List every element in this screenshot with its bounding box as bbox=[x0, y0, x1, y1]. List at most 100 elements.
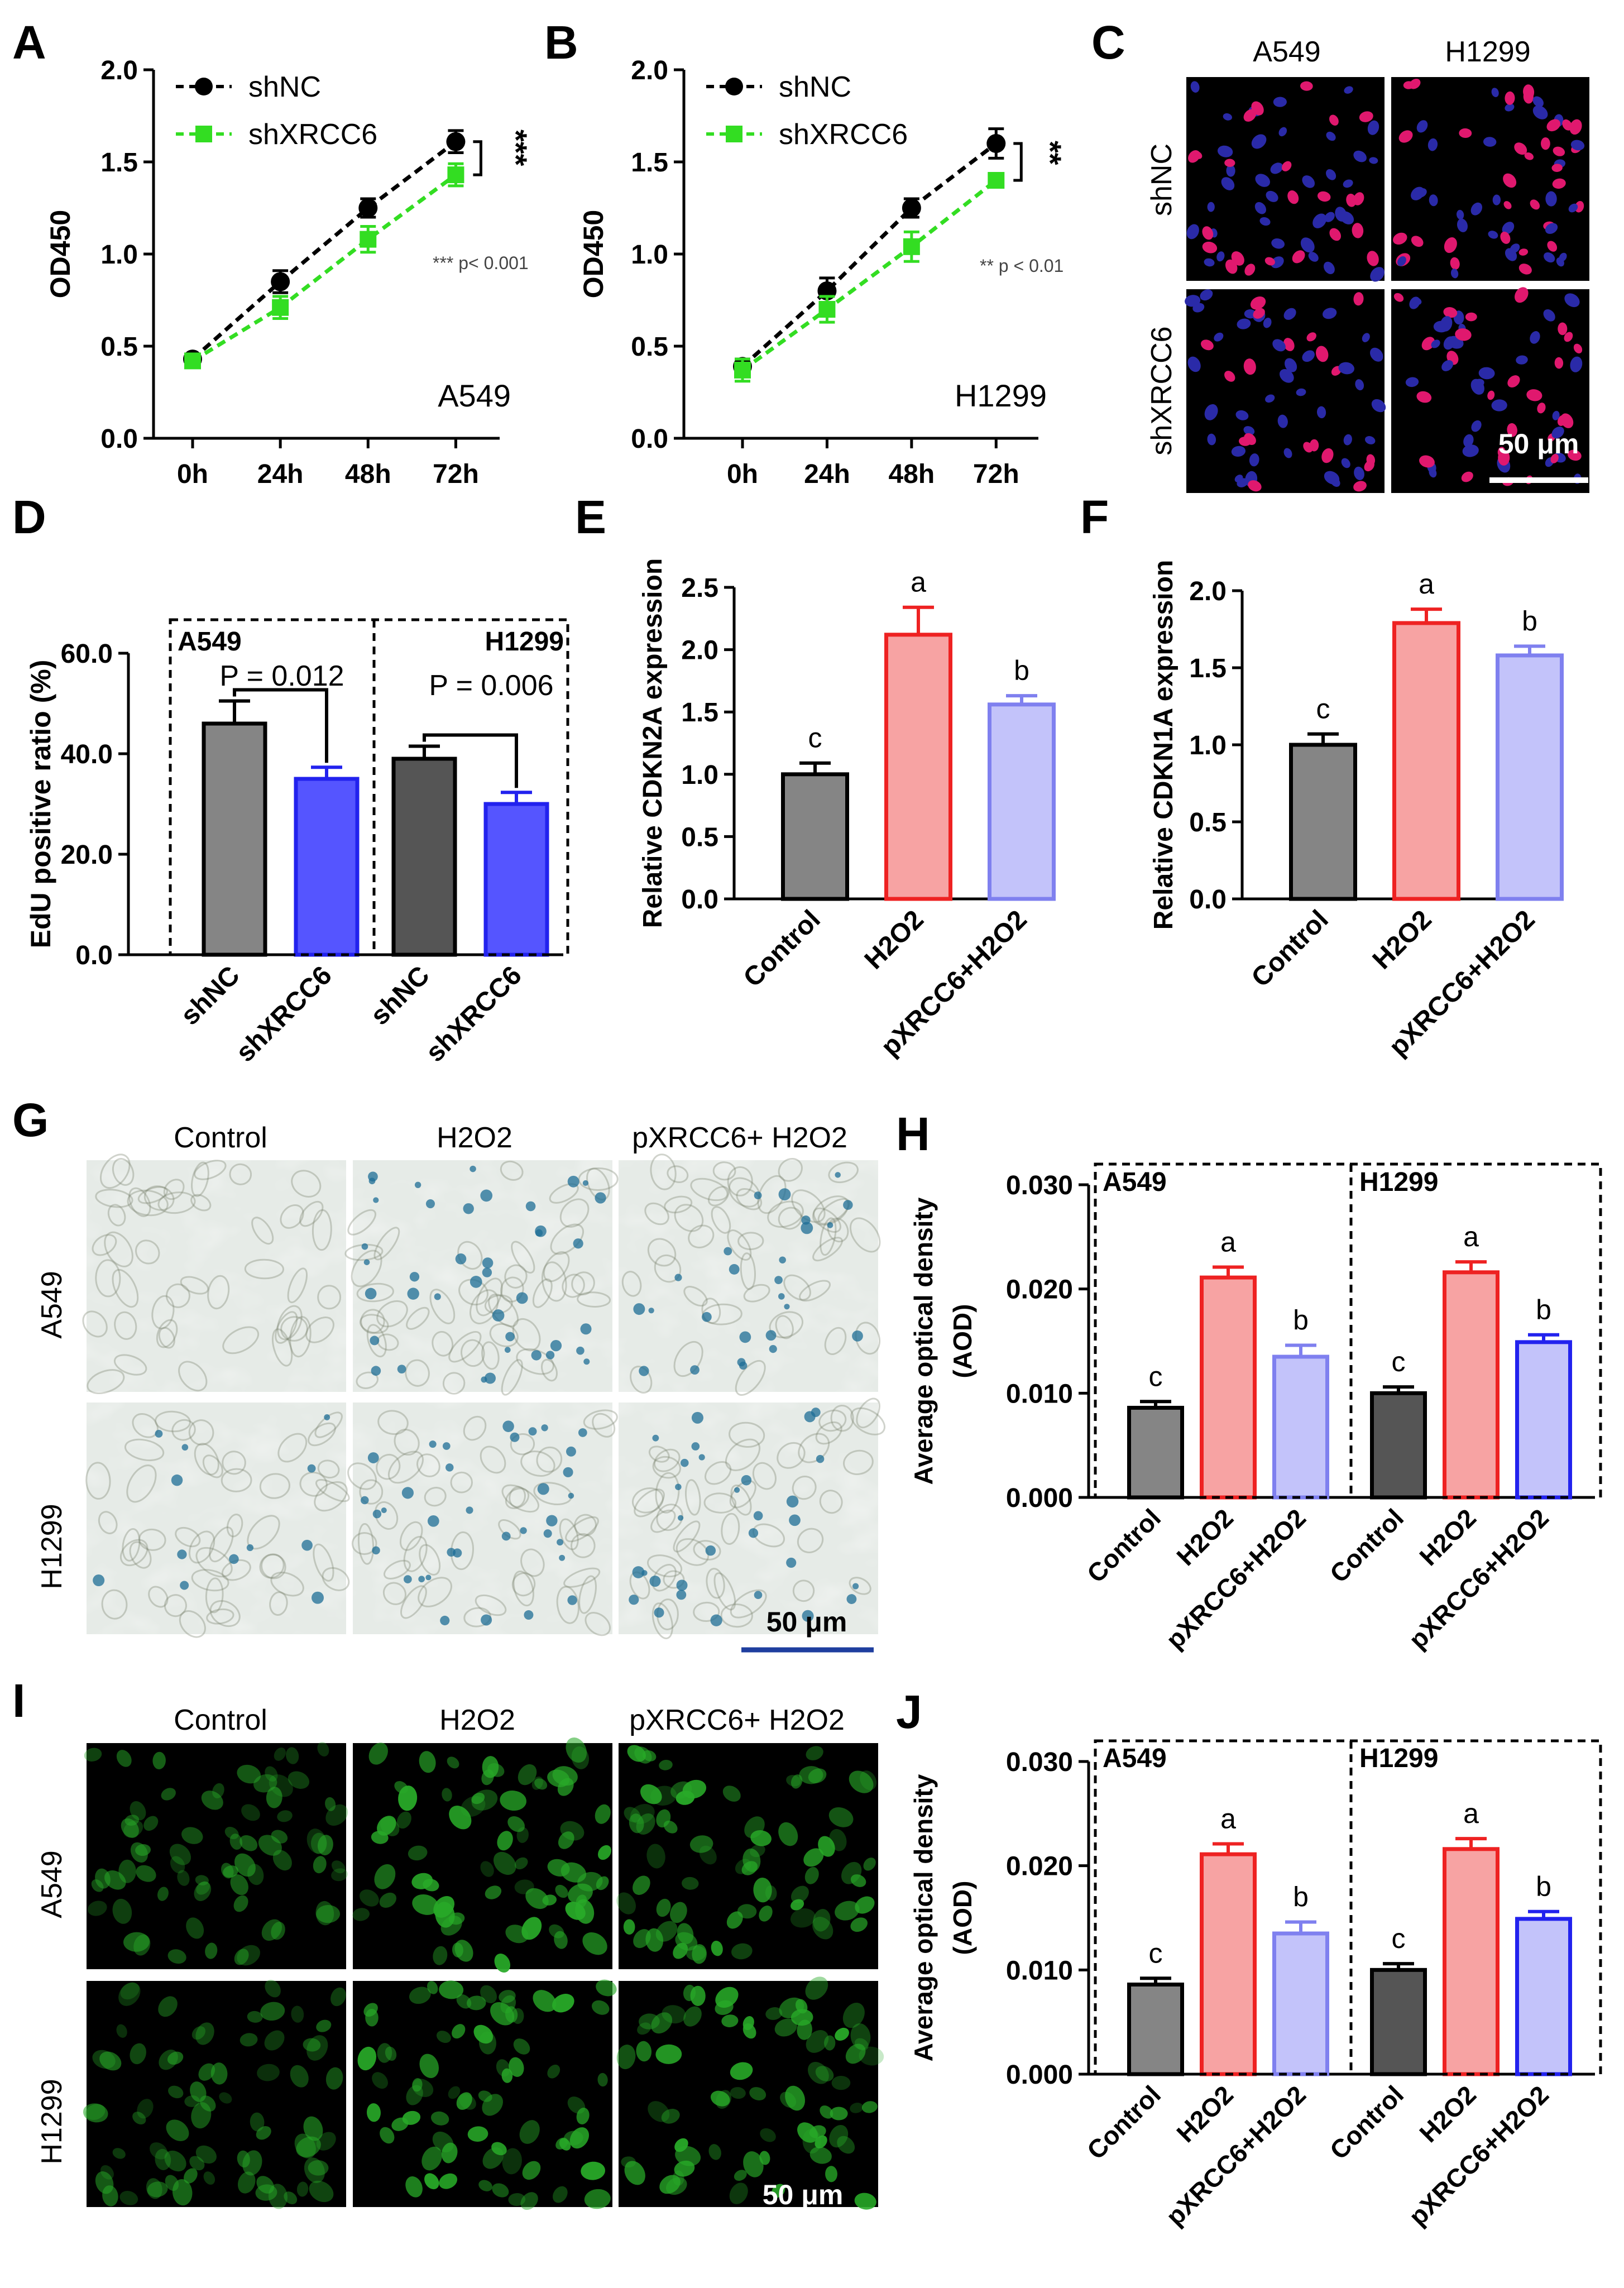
panel-i-image-a549-h2o2-cell bbox=[525, 1888, 549, 1909]
panel-g-image-h1299-h2o2-stain bbox=[372, 1546, 380, 1555]
panel-g-image-h1299-pxrcc6-h2o2-stain bbox=[804, 1411, 816, 1423]
panel-c-image-shxrcc6-h1299-cell bbox=[1421, 337, 1435, 351]
panel-i-image-a549-pxrcc6-h2o2-cell bbox=[624, 1807, 641, 1823]
panel-c-image-shxrcc6-h1299-cell bbox=[1560, 413, 1574, 428]
panel-g-image-h1299-pxrcc6-h2o2-stain bbox=[802, 1610, 814, 1622]
panel-g-image-a549-control-cell-outline bbox=[92, 1234, 117, 1256]
panel-i-image-h1299-pxrcc6-h2o2-cell bbox=[759, 2151, 770, 2165]
panel-i-image-h1299-pxrcc6-h2o2-cell bbox=[824, 2035, 836, 2051]
panel-g-image-h1299-pxrcc6-h2o2-cell-outline bbox=[650, 1509, 676, 1533]
panel-g-image-h1299-control-cell-outline bbox=[315, 1478, 350, 1502]
panel-g-image-a549-control-cell-outline bbox=[112, 1269, 139, 1308]
panel-i-image-h1299-control-cell bbox=[325, 2067, 343, 2090]
panel-c-image-shxrcc6-a549-cell bbox=[1239, 437, 1252, 446]
panel-i-image-h1299-control-cell bbox=[147, 2181, 168, 2198]
panel-c-image-shnc-h1299-cell bbox=[1574, 200, 1584, 213]
chart-d-y-tick-label: 0.0 bbox=[75, 941, 113, 970]
panel-i-image-h1299-pxrcc6-h2o2-cell bbox=[675, 2146, 701, 2166]
panel-g-image-a549-pxrcc6-h2o2-cell-outline bbox=[727, 1166, 753, 1196]
panel-i-image-a549-control-cell bbox=[121, 1818, 139, 1838]
panel-c-image-shxrcc6-a549-cell bbox=[1303, 442, 1313, 453]
panel-i-image-h1299-control-cell bbox=[167, 2051, 184, 2065]
panel-g-image-h1299-control-cell-outline bbox=[175, 1526, 201, 1548]
panel-g-image-h1299-h2o2-cell-outline bbox=[400, 1585, 427, 1619]
panel-g-image-a549-control-cell-outline bbox=[289, 1316, 312, 1358]
chart-j-significance-letter: a bbox=[1220, 1803, 1236, 1834]
panel-i-image-h1299-pxrcc6-h2o2-cell bbox=[854, 2193, 876, 2210]
panel-g-image-h1299-h2o2-cell-outline bbox=[387, 1451, 424, 1484]
panel-g-image-a549-control-cell-outline bbox=[151, 1295, 175, 1329]
panel-g-image-grid bbox=[82, 1153, 885, 1639]
panel-i-image-a549-pxrcc6-h2o2-cell bbox=[753, 1877, 772, 1903]
panel-i-image-h1299-h2o2-cell bbox=[552, 1994, 574, 2013]
panel-i-image-h1299-h2o2-cell bbox=[520, 2192, 538, 2210]
panel-c-image-shnc-a549-cell bbox=[1300, 81, 1313, 91]
panel-g-image-a549-pxrcc6-h2o2-cell-outline bbox=[735, 1360, 766, 1396]
panel-i-image-h1299-h2o2-cell bbox=[491, 2142, 507, 2156]
panel-g-image-h1299-control-cell-outline bbox=[155, 1410, 191, 1433]
panel-c-image-shnc-a549-cell bbox=[1281, 161, 1292, 171]
panel-g-image-a549-h2o2-cell-outline bbox=[549, 1183, 579, 1204]
panel-g-image-a549-pxrcc6-h2o2-stain bbox=[774, 1276, 783, 1284]
panel-i-image-h1299-control-cell bbox=[268, 2184, 288, 2209]
panel-i-image-a549-control-cell bbox=[196, 1881, 210, 1895]
panel-i-image-a549-control-cell bbox=[177, 1870, 190, 1886]
panel-c-image-shnc-a549-cell bbox=[1202, 226, 1214, 240]
panel-c-image-shnc-h1299-cell bbox=[1457, 218, 1468, 232]
panel-i-image-a549-pxrcc6-h2o2-cell bbox=[812, 1917, 833, 1940]
panel-g-image-a549-h2o2-cell-outline bbox=[429, 1289, 456, 1324]
panel-c-image-shnc-a549-cell bbox=[1251, 134, 1267, 149]
panel-i-image-a549-control bbox=[84, 1741, 348, 1969]
chart-j-y-tick-label: 0.010 bbox=[1006, 1956, 1073, 1985]
panel-g-image-h1299-h2o2-cell-outline bbox=[357, 1523, 375, 1565]
chart-j-bar bbox=[1272, 1931, 1329, 2076]
panel-g-image-a549-pxrcc6-h2o2-cell-outline bbox=[783, 1274, 811, 1301]
panel-c-image-shxrcc6-h1299-cell bbox=[1491, 399, 1507, 411]
panel-g-image-a549-h2o2-cell-outline bbox=[432, 1330, 454, 1357]
panel-i-image-h1299-control-cell bbox=[150, 2142, 168, 2160]
panel-g-image-h1299-control-stain bbox=[301, 1539, 313, 1551]
panel-i-image-h1299-h2o2-cell bbox=[366, 2103, 381, 2122]
panel-c-image-shnc-a549-cell bbox=[1207, 202, 1215, 212]
panel-i-image-a549-pxrcc6-h2o2-cell bbox=[808, 1768, 827, 1783]
panel-g-image-a549-pxrcc6-h2o2-cell-outline bbox=[743, 1284, 770, 1303]
chart-h-significance-letter: c bbox=[1149, 1361, 1163, 1392]
panel-g-image-h1299-pxrcc6-h2o2 bbox=[619, 1397, 885, 1639]
panel-c-image-shxrcc6-h1299-cell bbox=[1507, 375, 1520, 387]
panel-letter-b: B bbox=[544, 16, 578, 69]
panel-i-image-h1299-control-cell bbox=[119, 2191, 138, 2205]
panel-i-image-h1299-control-cell bbox=[290, 2065, 309, 2088]
panel-i-image-h1299-control-cell bbox=[83, 2103, 108, 2123]
panel-i-image-a549-control-cell bbox=[230, 1874, 248, 1896]
panel-g-image-h1299-control-cell-outline bbox=[138, 1528, 166, 1551]
panel-i-image-a549-pxrcc6-h2o2-cell bbox=[806, 1746, 823, 1760]
panel-c-image-shnc-h1299-cell bbox=[1427, 138, 1438, 151]
panel-i-image-a549-control-cell bbox=[221, 1863, 234, 1879]
panel-c-image-shxrcc6-h1299-cell bbox=[1393, 293, 1404, 302]
panel-c-image-shxrcc6-h1299-cell bbox=[1507, 423, 1517, 437]
panel-i-image-h1299-control bbox=[83, 1979, 346, 2209]
panel-i-image-a549-control-cell bbox=[223, 1865, 238, 1878]
chart-h-bar bbox=[1443, 1270, 1500, 1500]
panel-i-image-h1299-pxrcc6-h2o2-cell bbox=[655, 2044, 682, 2064]
panel-i-image-a549-h2o2-cell bbox=[360, 1889, 379, 1907]
panel-g-image-a549-h2o2-stain bbox=[525, 1201, 536, 1212]
chart-f-x-tick-label: Control bbox=[1246, 904, 1334, 993]
panel-g-image-h1299-h2o2-stain bbox=[452, 1548, 462, 1558]
panel-g-image-a549-h2o2-stain bbox=[583, 1358, 590, 1365]
panel-g-image-a549-control-cell-outline bbox=[275, 1311, 298, 1344]
panel-g-image-h1299-h2o2-stain bbox=[381, 1507, 387, 1514]
panel-g-image-a549-pxrcc6-h2o2-cell-outline bbox=[728, 1177, 761, 1208]
panel-i-image-h1299-control-cell bbox=[92, 2050, 116, 2069]
panel-g-image-h1299-h2o2-stain bbox=[502, 1420, 514, 1432]
panel-c-image-shnc-h1299-cell bbox=[1547, 241, 1558, 252]
panel-i-col-pxrcc6: pXRCC6+ H2O2 bbox=[629, 1704, 845, 1736]
panel-c-image-shxrcc6-h1299-cell bbox=[1463, 434, 1474, 447]
chart-h-y-tick-label: 0.000 bbox=[1006, 1483, 1073, 1513]
panel-c-col-h1299: H1299 bbox=[1445, 36, 1530, 68]
panel-i-image-h1299-control-cell bbox=[296, 2181, 309, 2197]
panel-c-image-shnc-h1299-cell bbox=[1411, 236, 1424, 247]
chart-h-bar bbox=[1200, 1275, 1257, 1500]
panel-i-image-a549-control-cell bbox=[233, 1895, 248, 1912]
panel-i-image-h1299-pxrcc6-h2o2-cell bbox=[861, 2101, 878, 2113]
